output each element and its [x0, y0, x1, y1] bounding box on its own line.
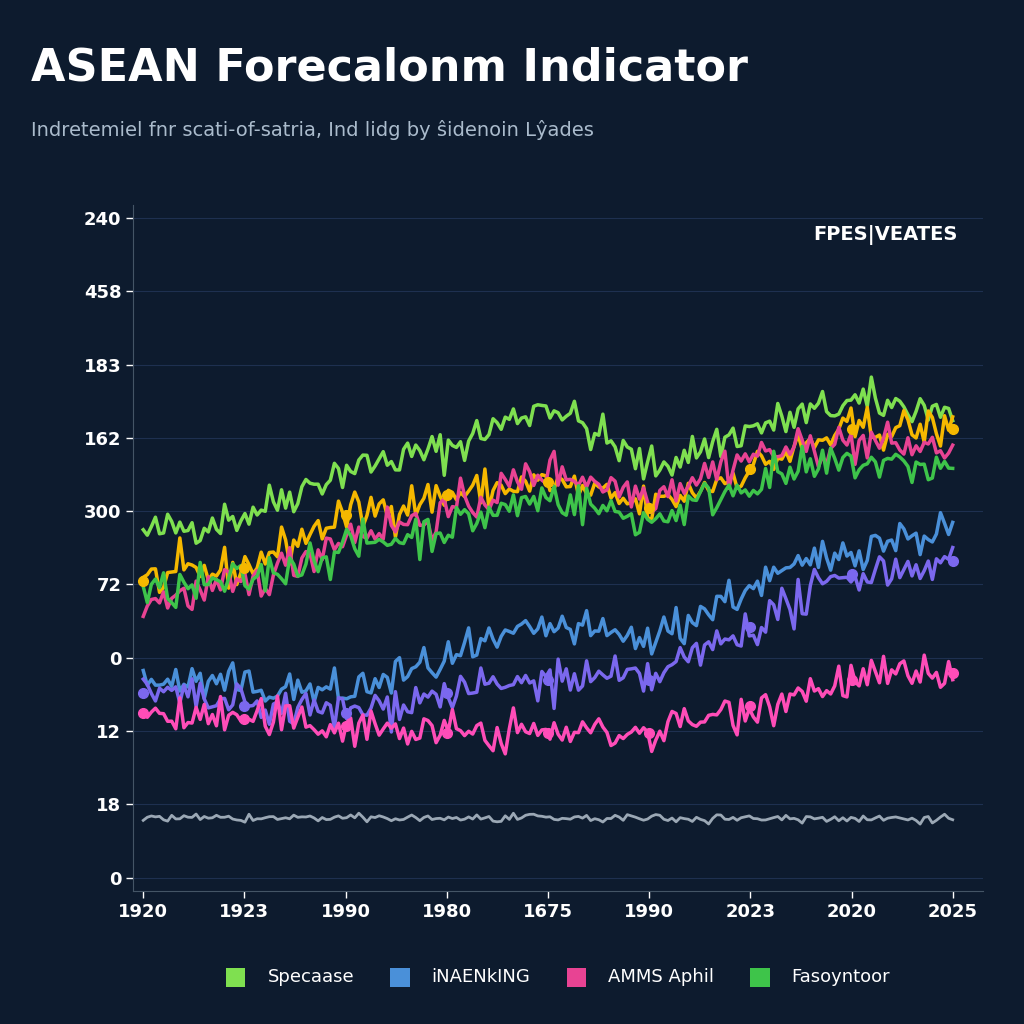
Legend: Specaase, iNAENkING, AMMS Aphil, Fasoyntoor: Specaase, iNAENkING, AMMS Aphil, Fasoynt… [208, 947, 908, 1006]
Text: Indretemiel fnr scati-of-satria, Ind lidg by ŝidenoin Lŷades: Indretemiel fnr scati-of-satria, Ind lid… [31, 120, 594, 140]
Text: FPES|VEATES: FPES|VEATES [813, 225, 957, 246]
Text: ASEAN Forecalonm Indicator: ASEAN Forecalonm Indicator [31, 46, 748, 89]
